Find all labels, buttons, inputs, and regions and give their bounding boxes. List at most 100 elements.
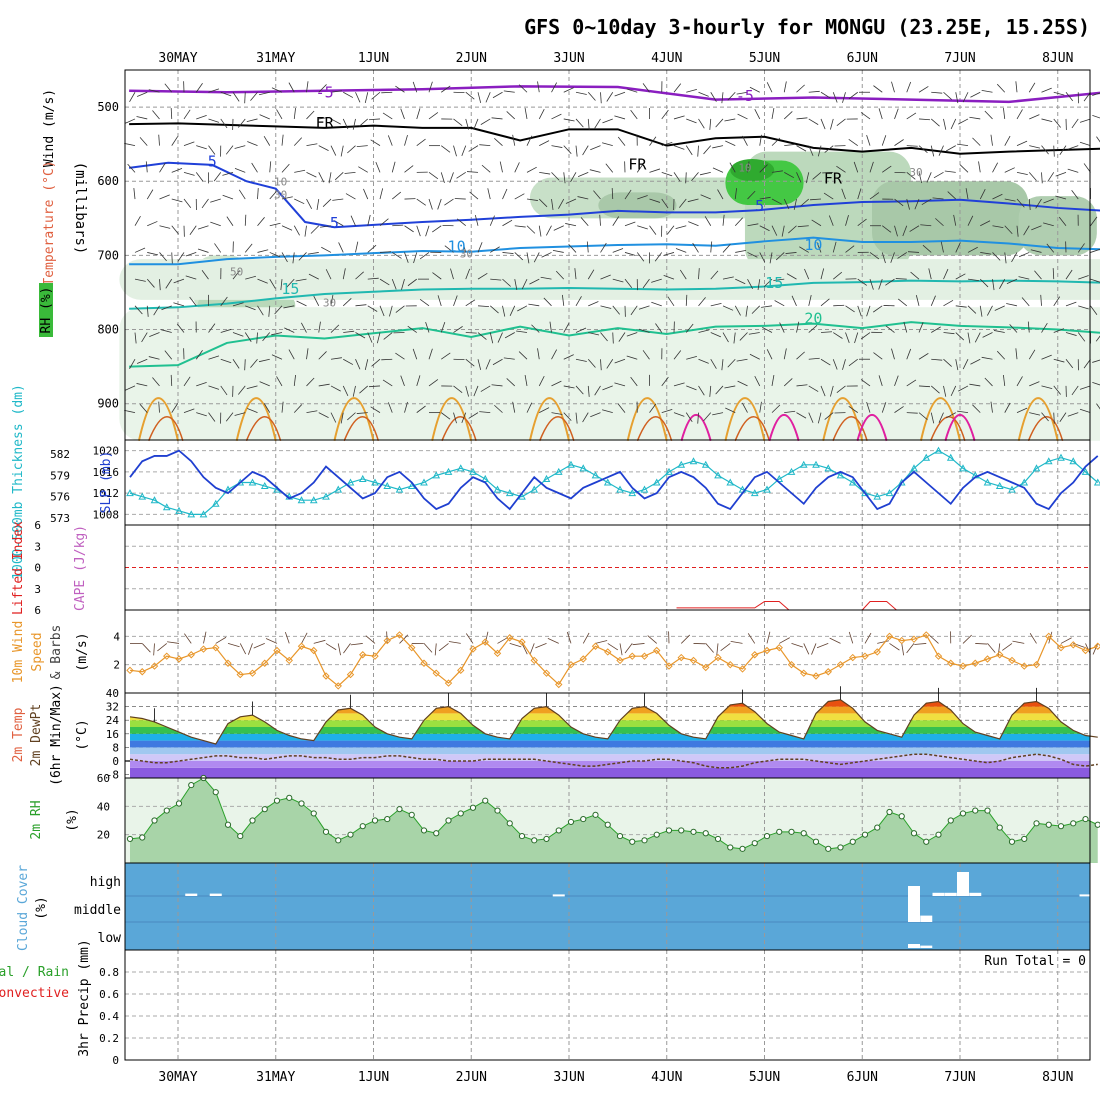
wind-barb: [692, 242, 699, 253]
wind-barb: [171, 136, 179, 146]
wind-barb: [538, 198, 548, 208]
wind-barb: [1055, 171, 1067, 177]
wind-barb: [539, 140, 550, 146]
wind-barb: [712, 167, 724, 173]
wind-barb: [836, 385, 846, 394]
wind-barb: [407, 278, 417, 287]
wind-speed-point: [1057, 643, 1065, 652]
wind-barb: [624, 252, 636, 256]
wind-barb: [477, 242, 483, 253]
wind-barb: [725, 407, 736, 413]
wind-barb: [352, 118, 356, 130]
isotherm-label: 5: [330, 214, 339, 232]
wind-barb: [526, 252, 530, 264]
li-tick-label: 6: [34, 519, 41, 532]
wind-barb: [600, 305, 612, 309]
rh-point: [616, 832, 624, 840]
wind-barb: [1003, 107, 1006, 119]
wind-barb: [587, 91, 596, 101]
wind-barb: [428, 348, 433, 360]
rh-tick-label: 60: [97, 772, 110, 785]
wind-barb: [832, 241, 837, 253]
wind-barb: [642, 83, 650, 93]
wind-barb: [918, 118, 931, 121]
wind-barb: [208, 385, 220, 390]
wind-barb: [524, 108, 528, 120]
wind-barb: [1015, 81, 1018, 93]
wind-barb: [715, 118, 724, 128]
wind-barb: [437, 198, 442, 210]
thickness-point: [652, 478, 661, 486]
wind-speed-point: [420, 659, 428, 667]
wind-barb: [220, 118, 228, 129]
rh-point: [837, 844, 844, 851]
wind-barb: [828, 215, 834, 226]
wind-barb: [1083, 358, 1091, 369]
wind-barb: [697, 145, 699, 157]
wind-barb: [857, 278, 867, 286]
wind-barb: [465, 118, 469, 130]
wind-barb: [490, 278, 502, 281]
wind-barb: [320, 225, 332, 228]
wind-barb: [878, 279, 883, 290]
wind-barb: [419, 252, 430, 260]
wind-barb: [173, 302, 185, 307]
wind-barb: [1078, 275, 1089, 280]
wind-barb: [943, 118, 947, 130]
rh-point: [1057, 823, 1065, 830]
wind-barb: [195, 83, 203, 93]
surface-wind-barb: [566, 631, 572, 644]
wind-barb: [638, 328, 650, 333]
wind-barb: [293, 137, 303, 146]
wind-barb: [996, 83, 1006, 93]
wind-barb: [1018, 252, 1030, 258]
wind-barb: [263, 136, 271, 146]
wind-barb: [906, 81, 912, 93]
wind-speed-point: [432, 669, 440, 677]
wind-barb: [817, 412, 822, 424]
wind-barb: [602, 385, 613, 391]
thickness-point: [714, 471, 722, 479]
date-label-top: 8JUN: [1042, 51, 1073, 66]
wind-barb: [570, 172, 577, 183]
wind-barb: [667, 296, 675, 307]
wind-barb: [735, 278, 746, 285]
wind-barb: [288, 349, 295, 360]
wind-barb: [461, 145, 467, 157]
wind-barb: [588, 332, 600, 336]
wind-barb: [918, 145, 928, 154]
date-label-top: 31MAY: [256, 51, 295, 66]
wind-barb: [906, 379, 917, 387]
wind-speed-point: [506, 634, 514, 642]
wind-barb: [367, 244, 377, 253]
wind-barb: [882, 225, 892, 233]
wind-barb: [183, 109, 191, 120]
wind-speed-point: [212, 643, 220, 652]
wind-barb: [894, 225, 898, 237]
wind-barb: [1083, 163, 1091, 173]
wind-barb: [729, 162, 736, 173]
wind-barb: [234, 145, 246, 149]
wind-barb: [359, 385, 369, 394]
wind-barb: [330, 118, 341, 125]
surface-wind-barb: [167, 641, 180, 644]
rh-point: [494, 807, 501, 814]
wind-barb: [257, 217, 265, 226]
wind-barb: [269, 252, 281, 258]
wind-barb: [962, 359, 969, 370]
cloud-bar-high: [209, 893, 222, 896]
cloud-bar-high: [957, 872, 969, 896]
wind-barb: [808, 357, 820, 360]
wind-speed-point: [898, 636, 906, 645]
wind-speed-point: [775, 643, 783, 652]
wind-barb: [784, 410, 796, 414]
thickness-point: [248, 478, 257, 486]
precip-tick-label: 0: [112, 1054, 119, 1067]
isotherm-30-bump: [147, 416, 184, 442]
date-label-bottom: 4JUN: [651, 1070, 682, 1085]
wind-barb: [370, 406, 381, 413]
wind-barb: [481, 164, 491, 173]
wind-barb: [322, 198, 332, 207]
temp-band: [130, 740, 1090, 748]
temperature-legend-label: Temperature (°C): [42, 160, 57, 285]
